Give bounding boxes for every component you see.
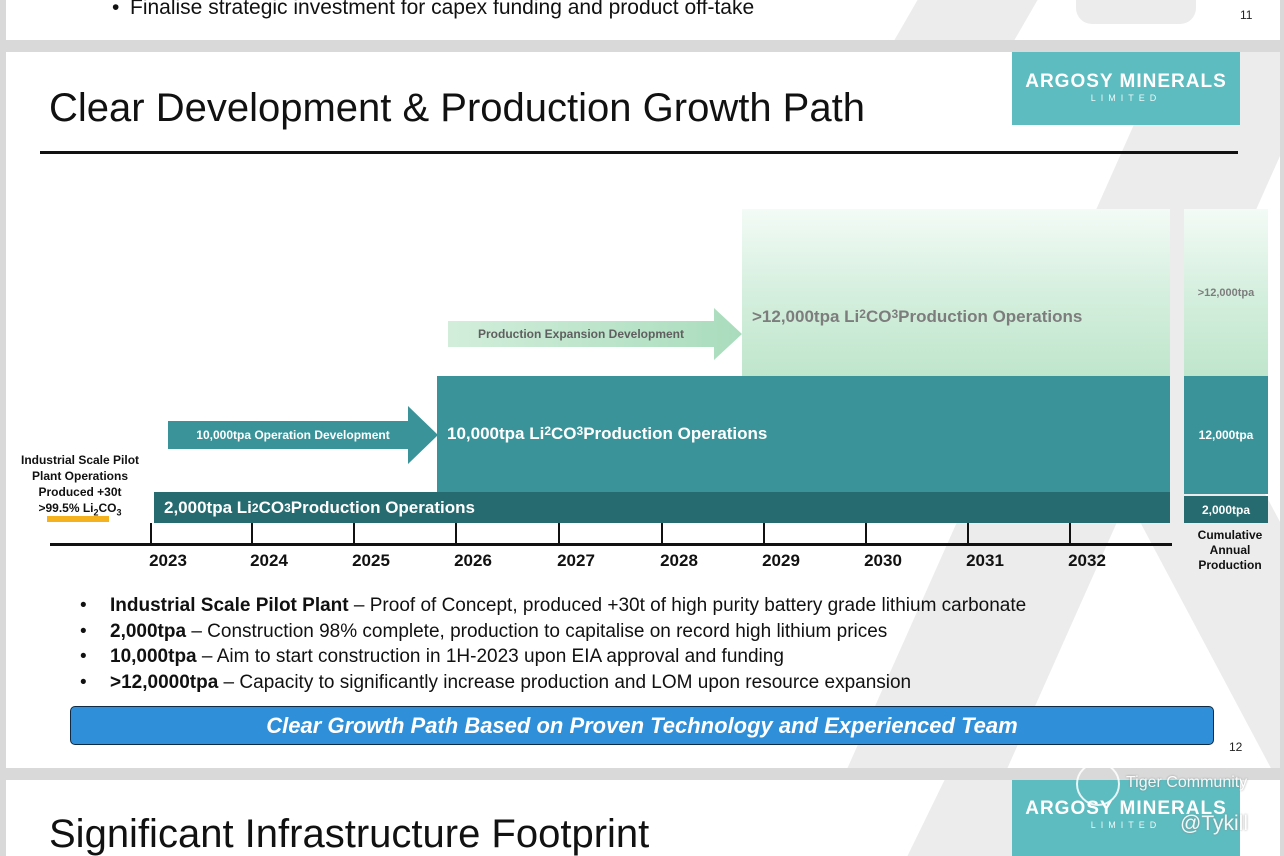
slide-watermark [1076,0,1196,24]
logo-brand: ARGOSY MINERALS [1025,71,1227,92]
title-divider [40,151,1238,154]
ops-bar-2000: 2,000tpa Li 2 CO 3 Production Operations [154,492,1170,523]
bullet-item: 10,000tpa – Aim to start construction in… [80,644,1026,670]
slide-title: Clear Development & Production Growth Pa… [49,86,865,130]
pilot-highlight-line [47,516,109,522]
year-label: 2023 [149,551,187,570]
cumulative-12000: >12,000tpa [1184,209,1268,376]
tiger-logo-icon [1076,762,1120,806]
dev-10000-arrow-label: 10,000tpa Operation Development [196,428,390,442]
bullet-item: 2,000tpa – Construction 98% complete, pr… [80,619,1026,645]
year-label: 2032 [1068,551,1106,570]
timeline-tick [865,523,867,545]
timeline-tick [558,523,560,545]
community-name: Tiger Community [1126,774,1248,791]
cumulative-10000: 12,000tpa [1184,376,1268,494]
bullet-item: >12,0000tpa – Capacity to significantly … [80,670,1026,696]
timeline-tick [967,523,969,545]
company-logo: ARGOSY MINERALS LIMITED [1012,780,1240,856]
year-label: 2024 [250,551,288,570]
year-label: 2027 [557,551,595,570]
year-label: 2028 [660,551,698,570]
timeline-tick [763,523,765,545]
timeline-axis [50,543,1172,546]
timeline-tick [150,523,152,545]
company-logo: ARGOSY MINERALS LIMITED [1012,52,1240,125]
next-slide-title: Significant Infrastructure Footprint [49,812,650,856]
timeline-tick [251,523,253,545]
growth-path-banner: Clear Growth Path Based on Proven Techno… [70,706,1214,745]
year-label: 2025 [352,551,390,570]
page-number: 11 [1240,8,1253,22]
page-number: 12 [1229,740,1243,754]
next-slide: ARGOSY MINERALS LIMITED Significant Infr… [6,780,1280,856]
year-label: 2026 [454,551,492,570]
dev-10000-arrow [168,406,438,464]
slide-watermark [894,0,1038,40]
cumulative-2000: 2,000tpa [1184,496,1268,523]
watermark-user: @Tykill [1180,812,1248,835]
ops-bar-12000: >12,000tpa Li 2 CO 3 Production Operations [742,209,1170,376]
timeline-tick [353,523,355,545]
year-label: 2031 [966,551,1004,570]
previous-slide: Finalise strategic investment for capex … [6,0,1280,40]
logo-subtitle: LIMITED [1090,93,1162,103]
bullet-list: Industrial Scale Pilot Plant – Proof of … [80,593,1026,695]
expansion-arrow [448,308,742,360]
year-label: 2030 [864,551,902,570]
timeline-tick [1069,523,1071,545]
bullet-item: Industrial Scale Pilot Plant – Proof of … [80,593,1026,619]
timeline-tick [661,523,663,545]
main-slide: ARGOSY MINERALS LIMITED Clear Developmen… [6,52,1280,768]
expansion-arrow-label: Production Expansion Development [477,327,685,341]
ops-12000-pre: >12,000tpa Li [752,307,860,326]
ops-bar-10000: 10,000tpa Li 2 CO 3 Production Operations [437,376,1170,494]
year-label: 2029 [762,551,800,570]
community-watermark: Tiger Community @Tykill [1076,762,1276,842]
prev-slide-bullet: Finalise strategic investment for capex … [112,0,754,20]
cumulative-label: Cumulative Annual Production [1197,528,1263,572]
pilot-plant-note: Industrial Scale Pilot Plant Operations … [20,453,140,518]
timeline-tick [455,523,457,545]
